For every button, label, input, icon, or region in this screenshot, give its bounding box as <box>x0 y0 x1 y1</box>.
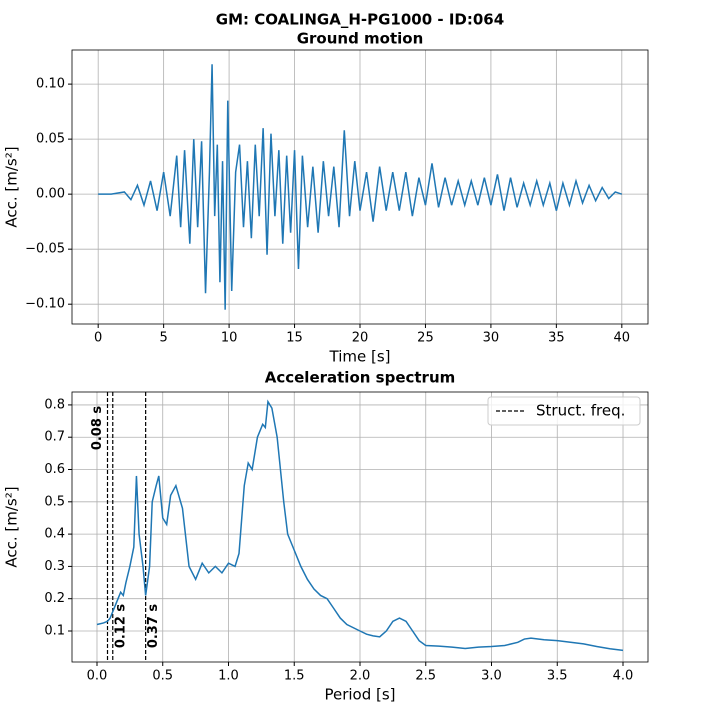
y-tick-label: 0.6 <box>44 462 65 477</box>
figure-title: GM: COALINGA_H-PG1000 - ID:064 <box>216 11 504 29</box>
y-tick-label: 0.1 <box>44 623 65 638</box>
x-tick-label: 35 <box>548 331 565 346</box>
x-tick-label: 2.5 <box>415 669 436 684</box>
axes-frame <box>71 49 649 325</box>
axes-frame <box>71 391 649 663</box>
y-tick-label: −0.05 <box>25 242 65 257</box>
struct-freq-label: 0.12 s <box>113 604 128 649</box>
y-tick-label: 0.7 <box>44 430 65 445</box>
axes-title: Acceleration spectrum <box>265 369 456 387</box>
y-tick-label: 0.2 <box>44 591 65 606</box>
x-tick-label: 4.0 <box>613 669 634 684</box>
y-axis-label: Acc. [m/s²] <box>3 486 21 567</box>
data-line <box>96 399 624 652</box>
struct-freq-label: 0.37 s <box>146 604 161 649</box>
x-axis-label: Time [s] <box>329 348 391 366</box>
x-tick-label: 40 <box>614 331 631 346</box>
x-tick-label: 10 <box>221 331 238 346</box>
x-tick-label: 3.5 <box>547 669 568 684</box>
y-axis-label: Acc. [m/s²] <box>3 146 21 227</box>
y-tick-label: −0.10 <box>25 297 65 312</box>
y-tick-label: 0.00 <box>36 187 65 202</box>
x-tick-label: 0.5 <box>152 669 173 684</box>
x-tick-label: 3.0 <box>481 669 502 684</box>
y-tick-label: 0.4 <box>44 527 65 542</box>
legend-label: Struct. freq. <box>536 402 625 420</box>
legend-box <box>487 396 641 426</box>
x-tick-label: 25 <box>417 331 434 346</box>
x-tick-label: 5 <box>159 331 167 346</box>
struct-freq-label: 0.08 s <box>90 406 105 451</box>
y-tick-label: 0.3 <box>44 559 65 574</box>
axes-title: Ground motion <box>297 30 424 48</box>
x-tick-label: 1.0 <box>218 669 239 684</box>
x-tick-label: 20 <box>352 331 369 346</box>
x-tick-label: 2.0 <box>350 669 371 684</box>
data-line <box>98 64 623 310</box>
x-tick-label: 30 <box>483 331 500 346</box>
y-tick-label: 0.05 <box>36 132 65 147</box>
y-tick-label: 0.8 <box>44 397 65 412</box>
x-tick-label: 1.5 <box>284 669 305 684</box>
x-tick-label: 0.0 <box>87 669 108 684</box>
x-tick-label: 15 <box>286 331 303 346</box>
x-tick-label: 0 <box>94 331 102 346</box>
x-axis-label: Period [s] <box>324 686 395 704</box>
y-tick-label: 0.5 <box>44 494 65 509</box>
y-tick-label: 0.10 <box>36 77 65 92</box>
